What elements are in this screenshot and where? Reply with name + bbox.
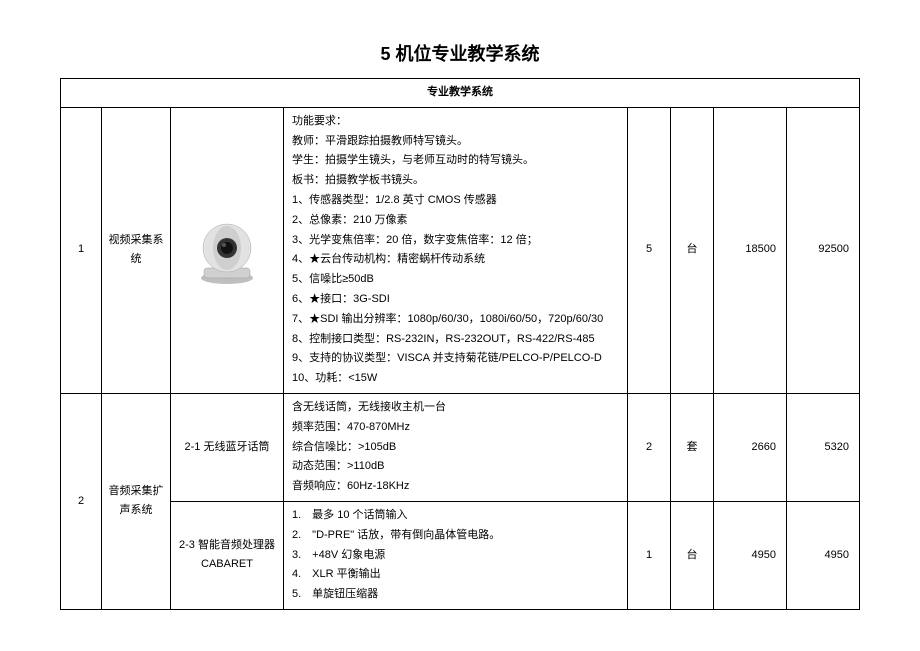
desc-line: 3、光学变焦倍率：20 倍，数字变焦倍率：12 倍； bbox=[292, 231, 621, 251]
desc-line: 4. XLR 平衡输出 bbox=[292, 565, 621, 585]
row-sub: 2-3 智能音频处理器 CABARET bbox=[171, 501, 284, 609]
desc-line: 1、传感器类型：1/2.8 英寸 CMOS 传感器 bbox=[292, 191, 621, 211]
desc-line: 1. 最多 10 个话筒输入 bbox=[292, 506, 621, 526]
row-name: 音频采集扩声系统 bbox=[102, 393, 171, 609]
row-unit: 套 bbox=[671, 393, 714, 501]
desc-line: 6、★接口：3G-SDI bbox=[292, 290, 621, 310]
row-qty: 5 bbox=[628, 107, 671, 393]
desc-line: 教师：平滑跟踪拍摄教师特写镜头。 bbox=[292, 132, 621, 152]
desc-line: 10、功耗：<15W bbox=[292, 369, 621, 389]
row-index: 2 bbox=[61, 393, 102, 609]
desc-line: 动态范围：>110dB bbox=[292, 457, 621, 477]
row-sub: 2-1 无线蓝牙话筒 bbox=[171, 393, 284, 501]
desc-line: 2. "D-PRE" 话放，带有倒向晶体管电路。 bbox=[292, 526, 621, 546]
row-index: 1 bbox=[61, 107, 102, 393]
desc-line: 板书：拍摄教学板书镜头。 bbox=[292, 171, 621, 191]
desc-line: 含无线话筒，无线接收主机一台 bbox=[292, 398, 621, 418]
section-header: 专业教学系统 bbox=[61, 79, 860, 108]
desc-line: 3. +48V 幻象电源 bbox=[292, 546, 621, 566]
row-qty: 1 bbox=[628, 501, 671, 609]
row-desc: 含无线话筒，无线接收主机一台 频率范围：470-870MHz 综合信噪比：>10… bbox=[284, 393, 628, 501]
row-price: 4950 bbox=[714, 501, 787, 609]
section-header-row: 专业教学系统 bbox=[61, 79, 860, 108]
desc-line: 综合信噪比：>105dB bbox=[292, 438, 621, 458]
row-qty: 2 bbox=[628, 393, 671, 501]
row-desc: 1. 最多 10 个话筒输入 2. "D-PRE" 话放，带有倒向晶体管电路。 … bbox=[284, 501, 628, 609]
row-total: 5320 bbox=[787, 393, 860, 501]
desc-line: 8、控制接口类型：RS-232IN，RS-232OUT，RS-422/RS-48… bbox=[292, 330, 621, 350]
desc-line: 功能要求： bbox=[292, 112, 621, 132]
table-row: 2-3 智能音频处理器 CABARET 1. 最多 10 个话筒输入 2. "D… bbox=[61, 501, 860, 609]
desc-line: 2、总像素：210 万像素 bbox=[292, 211, 621, 231]
table-row: 2 音频采集扩声系统 2-1 无线蓝牙话筒 含无线话筒，无线接收主机一台 频率范… bbox=[61, 393, 860, 501]
desc-line: 5. 单旋钮压缩器 bbox=[292, 585, 621, 605]
row-unit: 台 bbox=[671, 107, 714, 393]
row-sub bbox=[171, 107, 284, 393]
desc-line: 音频响应：60Hz-18KHz bbox=[292, 477, 621, 497]
row-total: 4950 bbox=[787, 501, 860, 609]
row-desc: 功能要求： 教师：平滑跟踪拍摄教师特写镜头。 学生：拍摄学生镜头，与老师互动时的… bbox=[284, 107, 628, 393]
desc-line: 7、★SDI 输出分辨率：1080p/60/30，1080i/60/50，720… bbox=[292, 310, 621, 330]
row-total: 92500 bbox=[787, 107, 860, 393]
table-row: 1 视频采集系统 功能要求： 教师：平滑跟踪拍摄教师特写镜头。 学生：拍摄学生镜… bbox=[61, 107, 860, 393]
desc-line: 4、★云台传动机构：精密蜗杆传动系统 bbox=[292, 250, 621, 270]
desc-line: 频率范围：470-870MHz bbox=[292, 418, 621, 438]
row-price: 2660 bbox=[714, 393, 787, 501]
row-price: 18500 bbox=[714, 107, 787, 393]
spec-table: 专业教学系统 1 视频采集系统 功能要求： 教师：平滑跟踪拍摄教师特写镜头。 学… bbox=[60, 78, 860, 610]
desc-line: 9、支持的协议类型：VISCA 并支持菊花链/PELCO-P/PELCO-D bbox=[292, 349, 621, 369]
ptz-camera-icon bbox=[192, 218, 262, 288]
row-unit: 台 bbox=[671, 501, 714, 609]
row-name: 视频采集系统 bbox=[102, 107, 171, 393]
desc-line: 学生：拍摄学生镜头，与老师互动时的特写镜头。 bbox=[292, 151, 621, 171]
page-title: 5 机位专业教学系统 bbox=[60, 40, 860, 66]
desc-line: 5、信噪比≥50dB bbox=[292, 270, 621, 290]
